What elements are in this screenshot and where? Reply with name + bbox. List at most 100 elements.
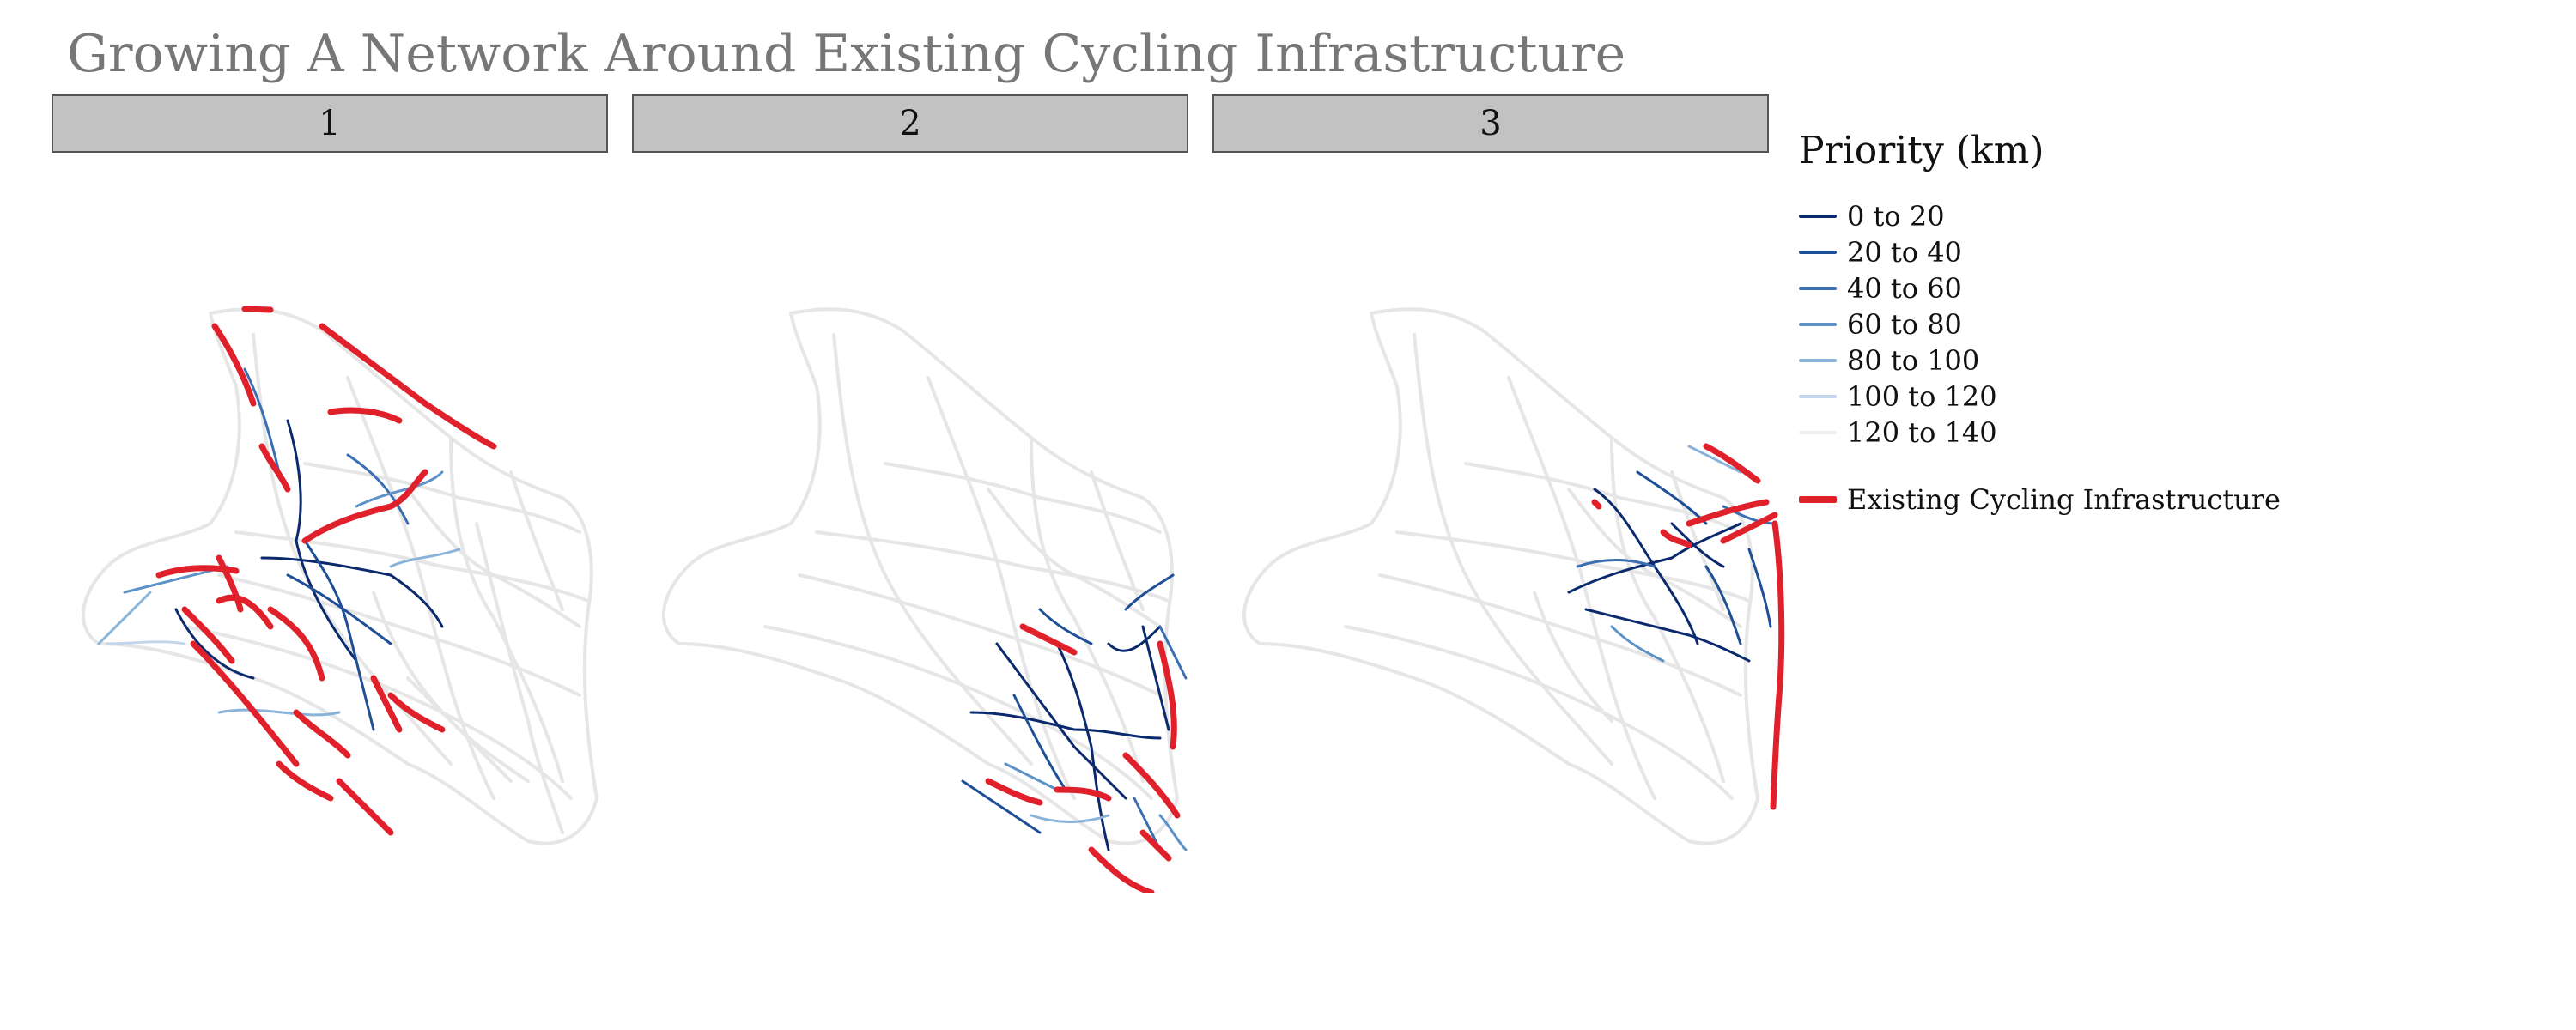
legend-item-4: 80 to 100 xyxy=(1799,342,2555,379)
infra-segment xyxy=(1139,829,1172,862)
infra-segment xyxy=(1054,786,1112,802)
route-priority-2 xyxy=(1038,608,1093,645)
base-road xyxy=(1090,470,1145,611)
map-1 xyxy=(82,306,598,845)
map-2 xyxy=(662,307,1188,893)
legend-spacer xyxy=(1799,451,2555,482)
infra-segment xyxy=(327,407,403,424)
route-priority-3 xyxy=(1576,559,1656,568)
infra-segment xyxy=(1770,520,1785,810)
base-road xyxy=(449,436,564,783)
route-priority-3 xyxy=(1158,625,1188,680)
base-network xyxy=(662,307,1179,845)
route-priority-5 xyxy=(217,708,341,717)
route-priority-1 xyxy=(1567,522,1742,594)
facet-header-2: 2 xyxy=(632,94,1188,153)
base-road xyxy=(1567,488,1742,628)
infra-segment xyxy=(293,709,351,759)
legend-key-infra xyxy=(1799,496,1837,503)
base-road xyxy=(798,573,1162,697)
base-road xyxy=(1507,376,1656,800)
priority-routes xyxy=(961,573,1188,851)
infra-segment xyxy=(258,443,291,493)
base-road xyxy=(475,522,564,834)
infra-segment xyxy=(181,606,235,664)
base-road xyxy=(987,488,1162,628)
infra-segment xyxy=(241,306,274,313)
route-priority-5 xyxy=(1687,445,1742,474)
priority-routes xyxy=(1567,445,1777,663)
existing-infrastructure xyxy=(1591,443,1785,810)
base-road xyxy=(927,376,1076,800)
route-priority-4 xyxy=(355,470,444,508)
route-priority-1 xyxy=(260,556,444,628)
infra-segment xyxy=(985,778,1043,806)
infra-segment xyxy=(1157,640,1177,750)
legend-key-4 xyxy=(1799,359,1837,362)
base-road xyxy=(1610,436,1725,783)
priority-routes xyxy=(97,367,461,731)
legend-item-1: 20 to 40 xyxy=(1799,234,2555,270)
route-priority-2 xyxy=(1012,694,1067,791)
legend-key-5 xyxy=(1799,395,1837,398)
infra-segment xyxy=(276,760,334,802)
infra-segment xyxy=(155,565,240,579)
route-priority-6 xyxy=(106,640,186,645)
base-road xyxy=(183,625,573,800)
route-priority-3 xyxy=(243,367,281,474)
legend: Priority (km) 0 to 20 20 to 40 40 to 60 … xyxy=(1799,129,2555,518)
infra-segment xyxy=(1686,499,1770,527)
infra-segment xyxy=(1088,846,1155,893)
infra-segment xyxy=(336,778,394,836)
route-priority-5 xyxy=(389,548,461,568)
infra-segment xyxy=(1703,443,1761,484)
infra-segment xyxy=(211,323,257,407)
base-road xyxy=(1533,591,1613,723)
base-outline xyxy=(82,307,598,845)
route-priority-4 xyxy=(1610,625,1665,663)
route-priority-1 xyxy=(995,642,1127,800)
infra-segment xyxy=(1591,499,1602,510)
infra-segment xyxy=(1122,752,1181,819)
base-road xyxy=(1378,573,1742,697)
legend-label-6: 120 to 140 xyxy=(1847,416,1997,449)
base-road xyxy=(303,462,581,534)
base-road xyxy=(1413,333,1613,766)
base-road xyxy=(884,462,1162,534)
base-road xyxy=(1395,530,1751,603)
legend-label-infra: Existing Cycling Infrastructure xyxy=(1847,483,2281,516)
legend-key-2 xyxy=(1799,287,1837,290)
legend-item-6: 120 to 140 xyxy=(1799,415,2555,451)
legend-key-6 xyxy=(1799,431,1837,434)
route-priority-1 xyxy=(174,608,255,680)
existing-infrastructure xyxy=(985,623,1181,893)
base-road xyxy=(832,333,1033,766)
infra-segment xyxy=(216,554,244,613)
legend-label-2: 40 to 60 xyxy=(1847,272,1962,305)
base-road xyxy=(815,530,1170,603)
base-outline xyxy=(1242,307,1759,845)
route-priority-2 xyxy=(961,779,1042,834)
route-priority-5 xyxy=(1030,814,1110,823)
infra-segment xyxy=(387,692,446,733)
base-road xyxy=(217,573,581,697)
legend-label-5: 100 to 120 xyxy=(1847,380,1997,413)
infra-segment xyxy=(190,640,300,767)
route-priority-5 xyxy=(97,591,152,645)
route-priority-1 xyxy=(286,419,358,663)
base-network xyxy=(1242,307,1759,845)
legend-key-1 xyxy=(1799,251,1837,254)
infra-segment xyxy=(370,675,403,733)
base-road xyxy=(1344,625,1734,800)
infra-segment xyxy=(1660,529,1692,548)
map-panel-3 xyxy=(1208,163,1792,893)
chart-title: Growing A Network Around Existing Cyclin… xyxy=(67,24,1626,84)
legend-item-0: 0 to 20 xyxy=(1799,198,2555,234)
base-road xyxy=(509,470,564,611)
route-priority-2 xyxy=(1747,548,1772,628)
route-priority-1 xyxy=(1141,625,1170,731)
infra-segment xyxy=(301,469,428,544)
legend-label-0: 0 to 20 xyxy=(1847,200,1945,233)
legend-label-1: 20 to 40 xyxy=(1847,236,1962,269)
base-road xyxy=(1030,436,1145,783)
